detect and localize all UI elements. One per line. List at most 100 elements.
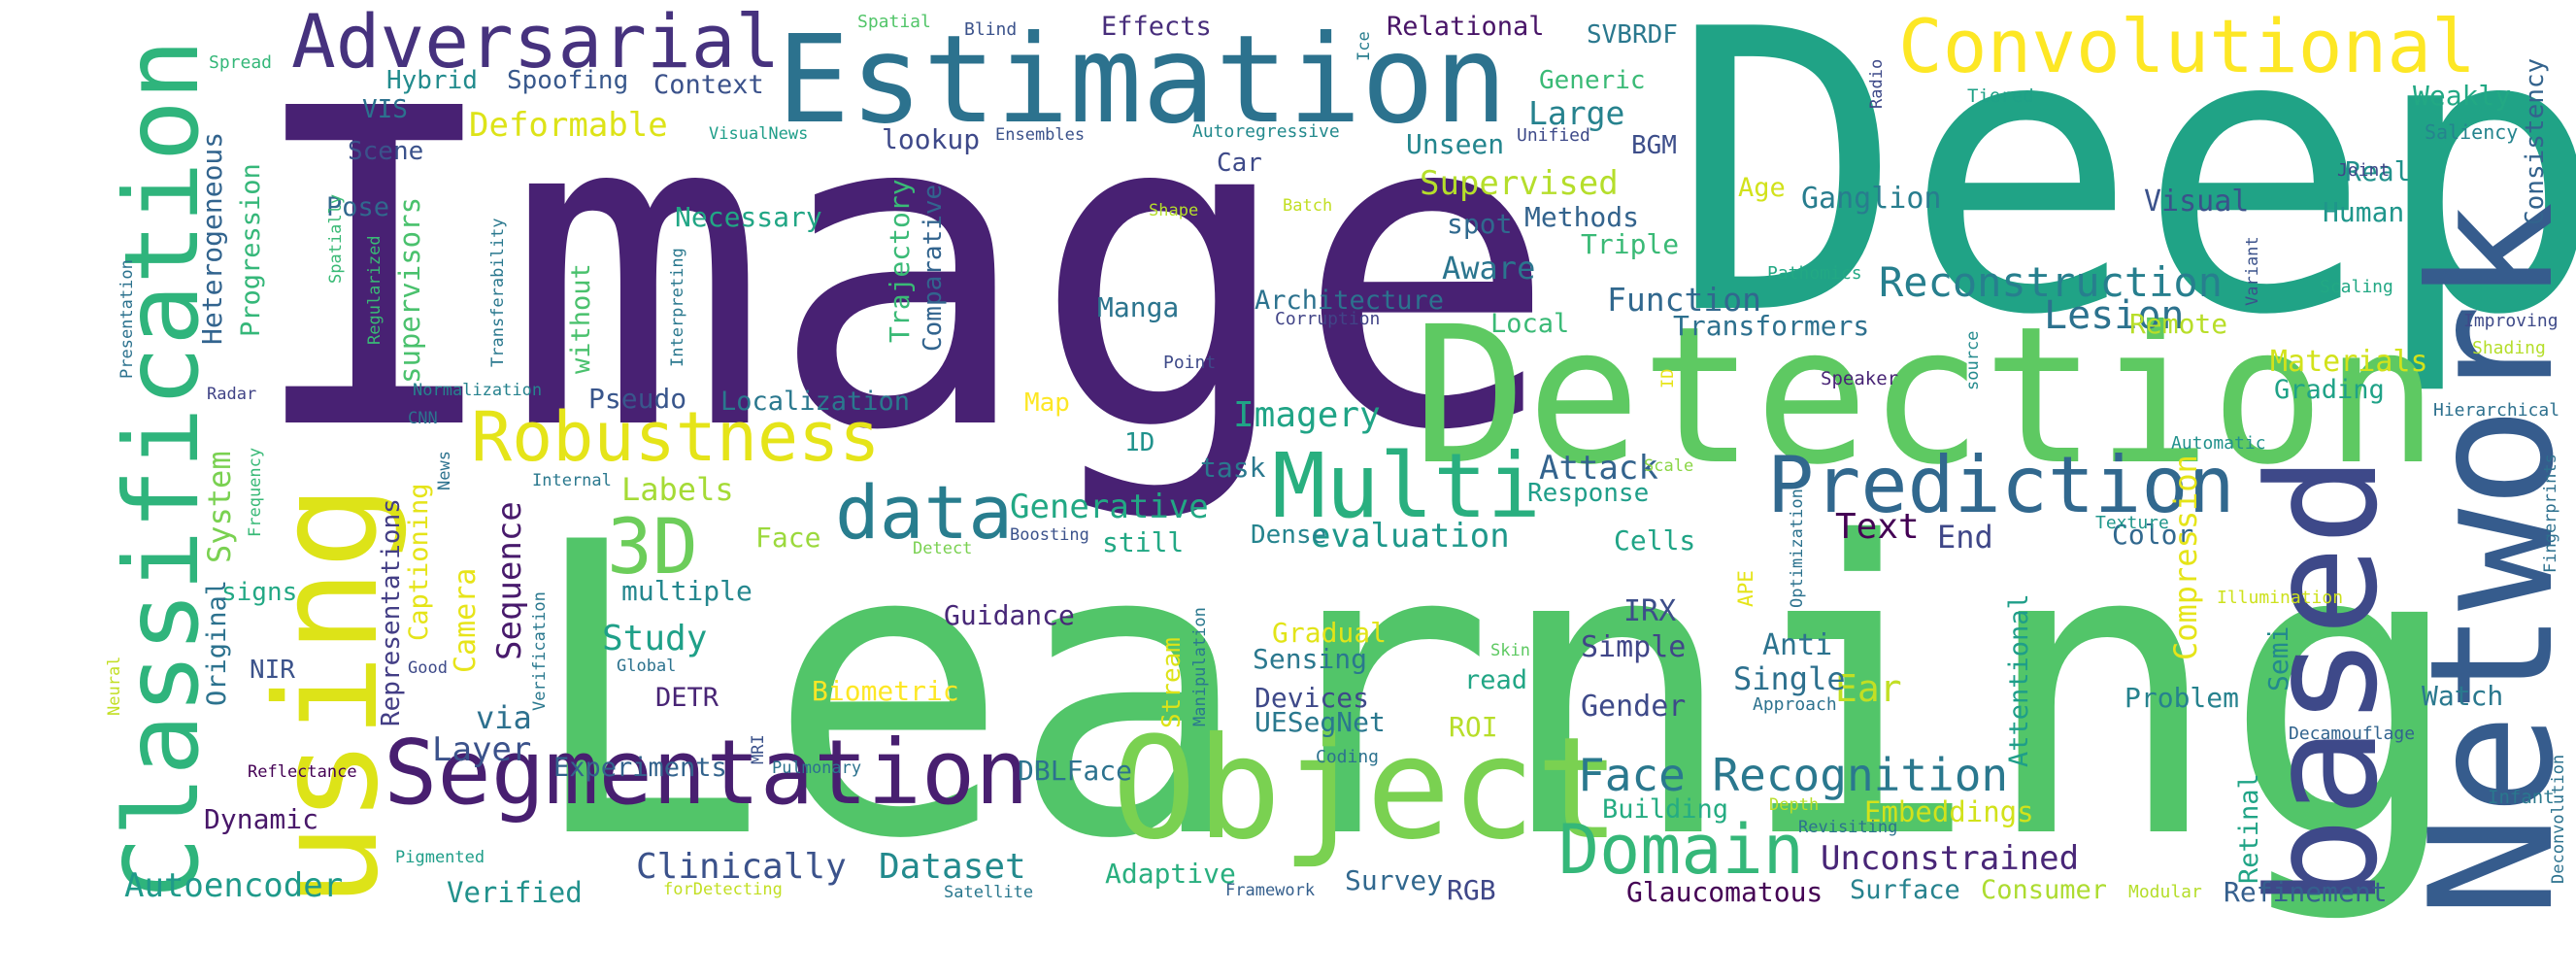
word-convolutional: Convolutional [1898,3,2476,89]
word-glaucomatous: Glaucomatous [1626,876,1823,908]
word-framework: Framework [1225,881,1316,900]
word-dynamic: Dynamic [204,803,319,835]
word-without: without [566,263,596,374]
word-domain: Domain [1558,810,1804,890]
word-text: Text [1835,507,1920,547]
word-batch: Batch [1283,196,1333,216]
word-devices: Devices [1255,682,1370,714]
word-triple: Triple [1581,228,1680,260]
word-detection: Detection [1413,286,2439,506]
word-mri: MRI [749,734,768,764]
word-pigmented: Pigmented [395,848,485,867]
word-spot: spot [1447,208,1513,240]
word-verification: Verification [530,591,550,711]
word-single: Single [1733,660,1846,697]
word-fordetecting: forDetecting [663,880,783,899]
word-unified: Unified [1517,125,1590,146]
word-evaluation: evaluation [1311,517,1510,556]
word-adaptive: Adaptive [1105,858,1236,890]
word-spatially: Spatially [326,193,346,284]
word-gender: Gender [1581,690,1687,724]
word-heterogeneous: Heterogeneous [196,131,228,345]
word-scaling: Scaling [2320,277,2393,297]
word-response: Response [1527,479,1650,508]
word-global: Global [617,657,677,676]
word-deconvolution: Deconvolution [2549,754,2568,884]
word-gradual: Gradual [1272,617,1388,649]
word-manipulation: Manipulation [1190,607,1210,726]
word-age: Age [1738,173,1786,203]
word-texture: Texture [2095,513,2169,533]
word-revisiting: Revisiting [1798,818,1898,837]
word-dblface: DBLFace [1018,755,1133,787]
word-progression: Progression [236,163,266,337]
word-embeddings: Embeddings [1864,795,2034,828]
word-face: Face [755,522,821,554]
word-pose: Pose [326,192,390,222]
word-automatic: Automatic [2171,433,2266,454]
word-effects: Effects [1101,12,1212,42]
word-comparative: Comparative [919,184,948,352]
word-svbrdf: SVBRDF [1587,20,1678,50]
word-supervisors: supervisors [393,196,426,384]
word-large: Large [1528,94,1625,132]
word-anti: Anti [1762,628,1833,662]
word-object: Object [1112,707,1621,871]
word-layer: Layer [432,730,532,769]
word-spread: Spread [209,52,273,73]
word-autoregressive: Autoregressive [1192,121,1340,142]
word-skin: Skin [1490,641,1530,660]
word-1d: 1D [1124,428,1155,457]
word-car: Car [1217,149,1262,178]
word-transferability: Transferability [488,218,508,367]
word-manga: Manga [1097,291,1180,323]
word-detr: DETR [655,683,719,713]
word-interpreting: Interpreting [668,248,687,367]
word-map: Map [1024,388,1070,418]
word-end: End [1937,519,1993,556]
word-generic: Generic [1539,66,1646,95]
word-point: Point [1163,353,1217,373]
word-local: Local [1490,309,1570,339]
word-source: source [1963,330,1983,390]
word-captioning: Captioning [404,483,434,641]
word-blind: Blind [964,19,1018,40]
word-dataset: Dataset [879,847,1026,887]
word-normalization: Normalization [413,381,543,400]
word-hybrid: Hybrid [386,66,478,95]
word-speaker: Speaker [1821,368,1899,389]
word-boosting: Boosting [1010,525,1089,545]
word-adversarial: Adversarial [291,0,781,84]
word-watch: Watch [2422,680,2504,712]
word-spatial: Spatial [857,12,931,32]
word-sensing: Sensing [1253,643,1368,675]
word-regularized: Regularized [365,235,385,345]
word-necessary: Necessary [675,201,822,233]
word-infant: Infant [2488,787,2555,808]
word-representations: Representations [377,498,406,726]
word-irx: IRX [1623,594,1677,628]
word-prediction: Prediction [1767,440,2235,530]
word-saliency: Saliency [2425,120,2519,144]
word-compression: Compression [2167,455,2204,660]
word-illumination: Illumination [2217,588,2344,608]
word-detect: Detect [913,539,973,558]
word-lookup: lookup [882,123,981,155]
word-task: task [1200,452,1266,484]
word-shading: Shading [2472,338,2546,358]
word-labels: Labels [621,471,734,508]
word-ear: Ear [1835,667,1902,710]
word-multiple: multiple [621,575,753,607]
word-sequence: Sequence [490,501,529,660]
word-consistency: Consistency [2521,57,2550,225]
word-ensembles: Ensembles [995,125,1086,145]
word-trajectory: Trajectory [884,179,916,343]
word-rgb: RGB [1447,874,1496,906]
word-stream: Stream [1157,637,1187,728]
word-building: Building [1602,794,1729,825]
word-multi: Multi [1272,434,1541,538]
word-retinal: Retinal [2234,773,2264,884]
word-image: Image [243,17,1558,526]
word-refinement: Refinement [2224,876,2388,908]
word-learning: Learning [524,457,2465,927]
